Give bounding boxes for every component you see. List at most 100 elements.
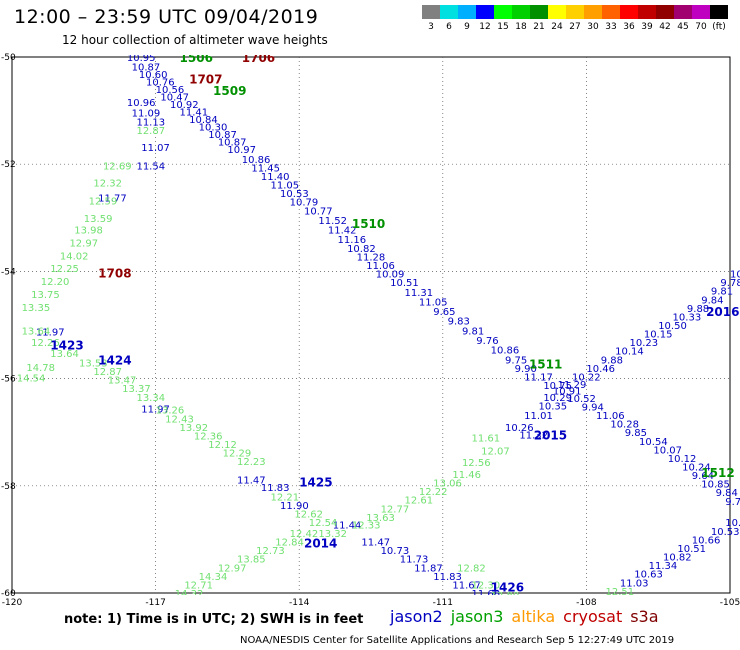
- swh-value-label: 13.37: [122, 384, 151, 395]
- color-swatch: [566, 5, 584, 19]
- swh-value-label: 11.28: [357, 252, 386, 263]
- pass-time-label: 1512: [701, 466, 734, 480]
- pass-time-label: 1424: [98, 353, 131, 367]
- pass-time-label: 1708: [98, 266, 131, 280]
- x-tick-label: -114: [289, 598, 310, 608]
- swh-value-label: 9.88: [687, 304, 709, 315]
- swh-value-label: 12.32: [93, 178, 122, 189]
- swh-value-label: 13.63: [366, 513, 395, 524]
- pass-time-label: 1423: [50, 338, 83, 352]
- swh-value-label: 9.88: [601, 355, 623, 366]
- color-swatch: [530, 5, 548, 19]
- y-tick-label: -50: [1, 53, 16, 63]
- credit-line: NOAA/NESDIS Center for Satellite Applica…: [240, 635, 675, 646]
- swh-value-label: 13.75: [31, 290, 60, 301]
- color-scale-label: 6: [446, 22, 452, 32]
- swh-value-label: 14.02: [60, 251, 89, 262]
- swh-value-label: 11.03: [620, 578, 649, 589]
- swh-value-label: 10.56: [156, 85, 185, 96]
- color-scale-label: 18: [515, 22, 527, 32]
- swh-value-label: 10.23: [629, 338, 658, 349]
- swh-value-label: 9.76: [476, 336, 498, 347]
- swh-value-label: 14.54: [17, 374, 46, 385]
- swh-value-label: 10.87: [132, 63, 161, 74]
- swh-value-label: 11.54: [136, 161, 165, 172]
- swh-value-label: 12.69: [103, 161, 132, 172]
- swh-value-label: 12.82: [457, 563, 486, 574]
- legend-entry: jason2: [390, 607, 443, 626]
- color-scale-label: 30: [587, 22, 599, 32]
- swh-value-label: 12.56: [462, 458, 491, 469]
- swh-value-label: 11.67: [452, 580, 481, 591]
- swh-value-label: 11.41: [180, 108, 209, 119]
- color-scale-label: 27: [569, 22, 581, 32]
- swh-value-label: 12.07: [481, 446, 510, 457]
- swh-value-label: 10.79: [290, 198, 319, 209]
- color-swatch: [692, 5, 710, 19]
- pass-time-label: 2014: [304, 537, 337, 551]
- swh-value-label: 12.26: [31, 338, 60, 349]
- swh-value-label: 9.90: [515, 364, 537, 375]
- color-scale-label: (ft): [712, 22, 726, 32]
- y-tick-label: -52: [1, 160, 16, 170]
- color-swatch: [494, 5, 512, 19]
- swh-value-label: 9.81: [711, 287, 733, 298]
- swh-value-label: 10.33: [673, 312, 702, 323]
- swh-value-label: 12.97: [69, 238, 98, 249]
- swh-value-label: 10.76: [146, 78, 175, 89]
- y-tick-label: -56: [1, 375, 16, 385]
- swh-value-label: 11.07: [141, 143, 170, 154]
- swh-value-label: 12.43: [165, 414, 194, 425]
- color-swatch: [620, 5, 638, 19]
- swh-value-label: 11.31: [405, 288, 434, 299]
- swh-value-label: 10.22: [572, 372, 601, 383]
- swh-value-label: 12.71: [184, 580, 213, 591]
- swh-value-label: 12.33: [352, 520, 381, 531]
- swh-value-label: 10.51: [677, 544, 706, 555]
- swh-value-label: 11.26: [596, 594, 625, 605]
- swh-value-label: 10.53: [280, 189, 309, 200]
- swh-value-label: 13.53: [79, 359, 108, 370]
- swh-value-label: 11.05: [270, 181, 299, 192]
- swh-value-label: 11.83: [261, 483, 290, 494]
- swh-value-label: 13.92: [180, 423, 209, 434]
- color-swatch: [422, 5, 440, 19]
- swh-value-label: 11.34: [649, 561, 678, 572]
- swh-value-label: 12.23: [237, 457, 266, 468]
- swh-value-label: 12.54: [309, 518, 338, 529]
- swh-value-label: 13.64: [50, 349, 79, 360]
- swh-value-label: 10.54: [639, 437, 668, 448]
- color-scale-label: 45: [677, 22, 689, 32]
- swh-value-label: 12.97: [218, 563, 247, 574]
- swh-value-label: 11.05: [419, 297, 448, 308]
- swh-value-label: 10.09: [376, 270, 405, 281]
- swh-value-label: 10.96: [127, 98, 156, 109]
- swh-value-label: 10.85: [701, 480, 730, 491]
- swh-value-label: 11.46: [452, 470, 481, 481]
- pass-time-label: 2013: [189, 599, 222, 613]
- swh-value-label: 9.78: [720, 278, 740, 289]
- swh-value-label: 10.73: [381, 546, 410, 557]
- swh-value-label: 13.59: [84, 214, 113, 225]
- swh-value-label: 10.77: [304, 206, 333, 217]
- swh-value-label: 10.92: [170, 100, 199, 111]
- swh-value-label: 10.26: [505, 423, 534, 434]
- swh-value-label: 10.63: [634, 570, 663, 581]
- swh-value-label: 11.61: [472, 434, 501, 445]
- pass-time-label: 1706: [242, 51, 275, 65]
- swh-value-label: 10.53: [725, 518, 740, 529]
- swh-value-label: 12.61: [405, 496, 434, 507]
- x-tick-label: -117: [145, 598, 165, 608]
- satellite-legend: jason2 jason3 altika cryosat s3a: [390, 607, 667, 626]
- swh-value-label: 12.87: [136, 126, 165, 137]
- swh-value-label: 10.52: [567, 394, 596, 405]
- swh-value-label: 11.90: [280, 501, 309, 512]
- swh-value-label: 10.51: [390, 278, 419, 289]
- pass-time-label: 1506: [180, 51, 213, 65]
- swh-value-label: 12.12: [208, 440, 237, 451]
- chart-title: 12:00 – 23:59 UTC 09/04/2019: [14, 6, 319, 28]
- track-layer: 10.9510.8710.6010.7610.5610.4710.9211.41…: [17, 51, 740, 613]
- legend-entry: altika: [511, 607, 556, 626]
- swh-value-label: 11.06: [596, 411, 625, 422]
